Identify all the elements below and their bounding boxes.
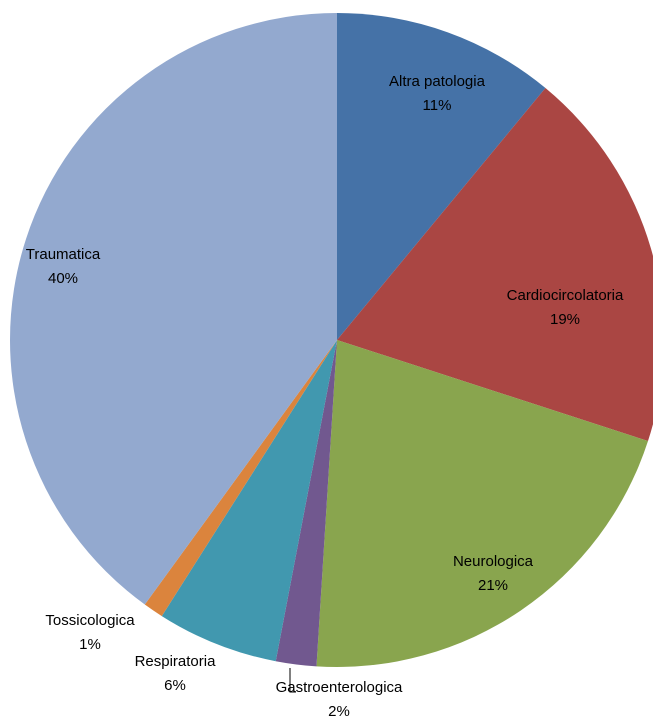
value-label: 1% (79, 636, 101, 653)
pie-slice (161, 340, 337, 662)
value-label: 11% (423, 97, 452, 114)
pie-slice (144, 340, 337, 617)
pie-slice (275, 340, 337, 667)
value-label: 21% (478, 577, 508, 594)
slice-label: Respiratoria (135, 653, 217, 670)
slice-label: Traumatica (26, 246, 101, 263)
slice-label: Gastroenterologica (276, 679, 403, 696)
value-label: 19% (550, 311, 580, 328)
slice-label: Altra patologia (389, 73, 486, 90)
pie-slice (337, 88, 653, 442)
value-label: 6% (164, 677, 186, 694)
pie-slice (316, 340, 648, 667)
slice-label: Neurologica (453, 553, 534, 570)
slice-label: Tossicologica (45, 612, 135, 629)
pie-slice (9, 13, 337, 605)
slice-label: Cardiocircolatoria (507, 287, 624, 304)
value-label: 40% (48, 270, 78, 287)
leader-line (289, 668, 296, 693)
pie-slice (337, 13, 546, 340)
value-label: 2% (328, 703, 350, 719)
